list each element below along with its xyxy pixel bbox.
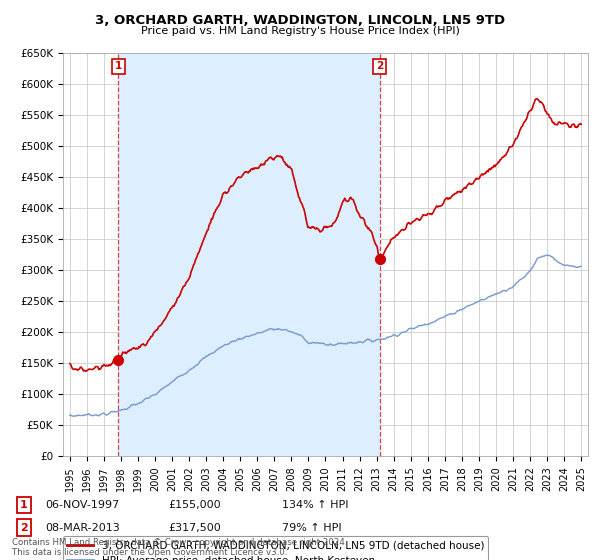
- Text: 3, ORCHARD GARTH, WADDINGTON, LINCOLN, LN5 9TD: 3, ORCHARD GARTH, WADDINGTON, LINCOLN, L…: [95, 14, 505, 27]
- Text: 79% ↑ HPI: 79% ↑ HPI: [282, 522, 341, 533]
- Text: 1: 1: [20, 500, 28, 510]
- Text: 2: 2: [20, 522, 28, 533]
- Text: 1: 1: [115, 61, 122, 71]
- Text: 2: 2: [376, 61, 383, 71]
- Text: Contains HM Land Registry data © Crown copyright and database right 2024.
This d: Contains HM Land Registry data © Crown c…: [12, 538, 347, 557]
- Text: 06-NOV-1997: 06-NOV-1997: [45, 500, 119, 510]
- Text: 08-MAR-2013: 08-MAR-2013: [45, 522, 120, 533]
- Text: £317,500: £317,500: [168, 522, 221, 533]
- Text: 134% ↑ HPI: 134% ↑ HPI: [282, 500, 349, 510]
- Bar: [118, 53, 380, 456]
- Text: Price paid vs. HM Land Registry's House Price Index (HPI): Price paid vs. HM Land Registry's House …: [140, 26, 460, 36]
- Text: £155,000: £155,000: [168, 500, 221, 510]
- Legend: 3, ORCHARD GARTH, WADDINGTON, LINCOLN, LN5 9TD (detached house), HPI: Average pr: 3, ORCHARD GARTH, WADDINGTON, LINCOLN, L…: [63, 536, 488, 560]
